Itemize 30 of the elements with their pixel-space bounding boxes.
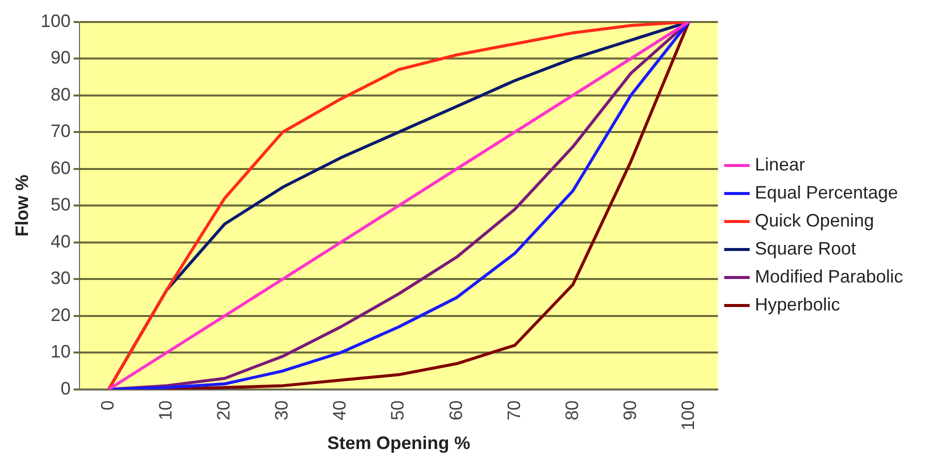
x-tick-label: 40	[330, 400, 350, 420]
x-tick-label: 10	[156, 400, 176, 420]
y-tick-label: 70	[50, 121, 71, 142]
legend-label: Linear	[754, 154, 805, 174]
y-tick-label: 60	[50, 158, 71, 178]
y-tick-label: 50	[50, 194, 71, 215]
x-axis-title: Stem Opening %	[327, 433, 470, 454]
legend-label: Hyperbolic	[754, 294, 840, 314]
x-tick-label: 100	[678, 400, 698, 430]
legend-label: Equal Percentage	[754, 182, 898, 202]
x-tick-label: 70	[504, 400, 524, 420]
x-tick-label: 50	[388, 400, 408, 420]
x-tick-label: 60	[446, 400, 466, 420]
y-axis-title: Flow %	[12, 174, 32, 237]
y-tick-label: 80	[50, 84, 71, 104]
legend-label: Square Root	[754, 238, 856, 258]
x-tick-label: 20	[214, 400, 234, 420]
legend-label: Modified Parabolic	[754, 266, 903, 286]
y-tick-label: 0	[60, 378, 71, 398]
y-tick-label: 10	[50, 342, 71, 362]
x-tick-label: 90	[620, 400, 640, 420]
x-tick-label: 30	[272, 400, 292, 420]
y-tick-label: 100	[40, 10, 71, 31]
y-tick-label: 20	[50, 304, 71, 325]
x-tick-label: 80	[562, 400, 582, 420]
y-tick-label: 40	[50, 231, 71, 252]
legend-label: Quick Opening	[754, 210, 874, 230]
y-tick-label: 30	[50, 268, 71, 288]
y-tick-label: 90	[50, 48, 71, 68]
x-tick-label: 0	[98, 400, 118, 410]
